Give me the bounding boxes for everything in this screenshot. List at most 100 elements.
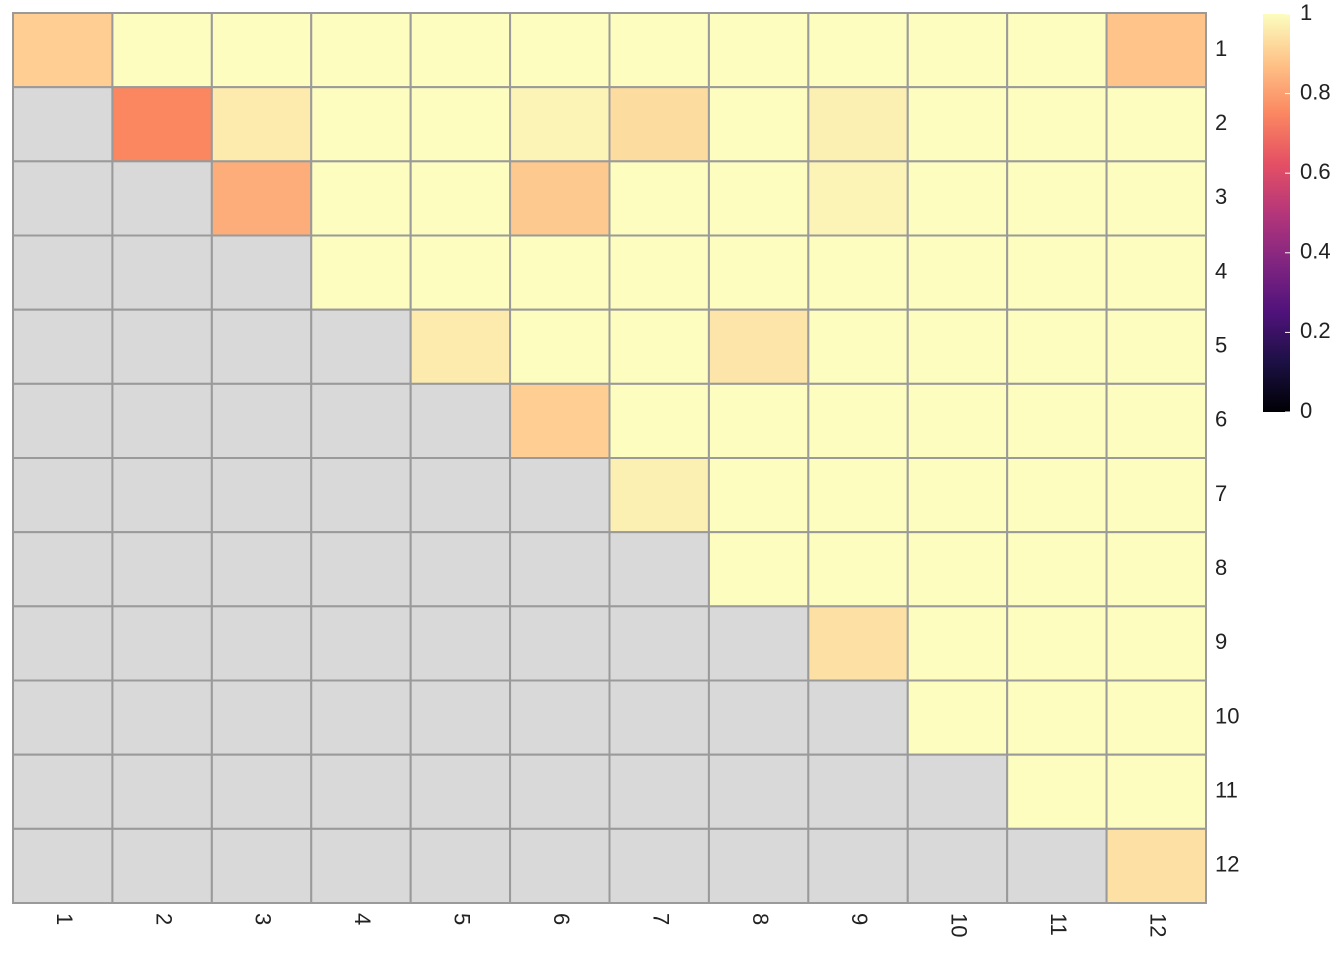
cell (1105, 753, 1208, 830)
na-cell (12, 531, 114, 608)
cell (906, 160, 1009, 237)
na-cell (111, 457, 213, 534)
na-cell (409, 457, 512, 534)
row-label: 11 (1215, 778, 1238, 803)
na-cell (906, 753, 1009, 830)
na-cell (509, 605, 611, 682)
na-cell (608, 827, 710, 904)
na-cell (111, 160, 213, 237)
cell (509, 160, 611, 237)
na-cell (12, 457, 114, 534)
cell (509, 12, 611, 89)
na-cell (509, 753, 611, 830)
na-cell (310, 531, 412, 608)
cell (1105, 457, 1208, 534)
na-cell (707, 679, 810, 756)
na-cell (111, 308, 213, 385)
cell (1105, 827, 1208, 904)
cell (807, 234, 909, 311)
cell (210, 12, 313, 89)
cell (608, 382, 710, 460)
na-cell (906, 827, 1009, 904)
cell (409, 12, 512, 89)
na-cell (12, 605, 114, 682)
row-label: 1 (1215, 36, 1227, 61)
cell (906, 605, 1009, 682)
row-label: 6 (1215, 407, 1227, 432)
cell (310, 12, 412, 89)
cell (509, 234, 611, 311)
na-cell (210, 382, 313, 460)
colorbar (1263, 14, 1290, 412)
cell (1006, 160, 1108, 237)
cell (807, 12, 909, 89)
cell (509, 382, 611, 460)
row-label: 10 (1215, 703, 1239, 728)
na-cell (210, 679, 313, 756)
cell (1006, 86, 1108, 163)
colorbar-tick-label: 1 (1300, 0, 1312, 25)
cell (608, 234, 710, 311)
cell (1006, 531, 1108, 608)
na-cell (12, 827, 114, 904)
na-cell (807, 679, 909, 756)
na-cell (12, 234, 114, 311)
cell (807, 531, 909, 608)
cell (111, 12, 213, 89)
na-cell (310, 753, 412, 830)
na-cell (111, 827, 213, 904)
row-label: 3 (1215, 184, 1227, 209)
col-label: 4 (350, 913, 375, 925)
na-cell (210, 531, 313, 608)
cell (707, 382, 810, 460)
cell (111, 86, 213, 163)
cell (1105, 531, 1208, 608)
cell (409, 234, 512, 311)
na-cell (310, 679, 412, 756)
cell (707, 160, 810, 237)
cell (906, 308, 1009, 385)
na-cell (12, 86, 114, 163)
cell (1006, 605, 1108, 682)
cell (1105, 234, 1208, 311)
cell (409, 308, 512, 385)
cell (608, 308, 710, 385)
cell (210, 160, 313, 237)
na-cell (707, 827, 810, 904)
col-label: 11 (1046, 913, 1071, 936)
cell (807, 160, 909, 237)
na-cell (210, 457, 313, 534)
cell (1006, 234, 1108, 311)
cell (906, 531, 1009, 608)
na-cell (509, 827, 611, 904)
na-cell (111, 753, 213, 830)
cell (807, 382, 909, 460)
cell (707, 308, 810, 385)
cell (1105, 160, 1208, 237)
cell (707, 12, 810, 89)
cell (1006, 753, 1108, 830)
row-label: 4 (1215, 258, 1227, 283)
cell (409, 160, 512, 237)
cell (906, 86, 1009, 163)
cell (1006, 12, 1108, 89)
col-label: 10 (947, 913, 972, 937)
col-label: 7 (648, 913, 673, 925)
cell (906, 234, 1009, 311)
col-label: 2 (151, 913, 176, 925)
na-cell (509, 679, 611, 756)
col-label: 1 (52, 913, 77, 925)
na-cell (807, 753, 909, 830)
row-label: 7 (1215, 481, 1227, 506)
na-cell (409, 827, 512, 904)
cell (1105, 308, 1208, 385)
na-cell (210, 827, 313, 904)
na-cell (608, 679, 710, 756)
na-cell (12, 308, 114, 385)
row-label: 9 (1215, 629, 1227, 654)
na-cell (409, 679, 512, 756)
cell (1006, 679, 1108, 756)
na-cell (509, 457, 611, 534)
colorbar-tick-label: 0.4 (1300, 239, 1331, 264)
